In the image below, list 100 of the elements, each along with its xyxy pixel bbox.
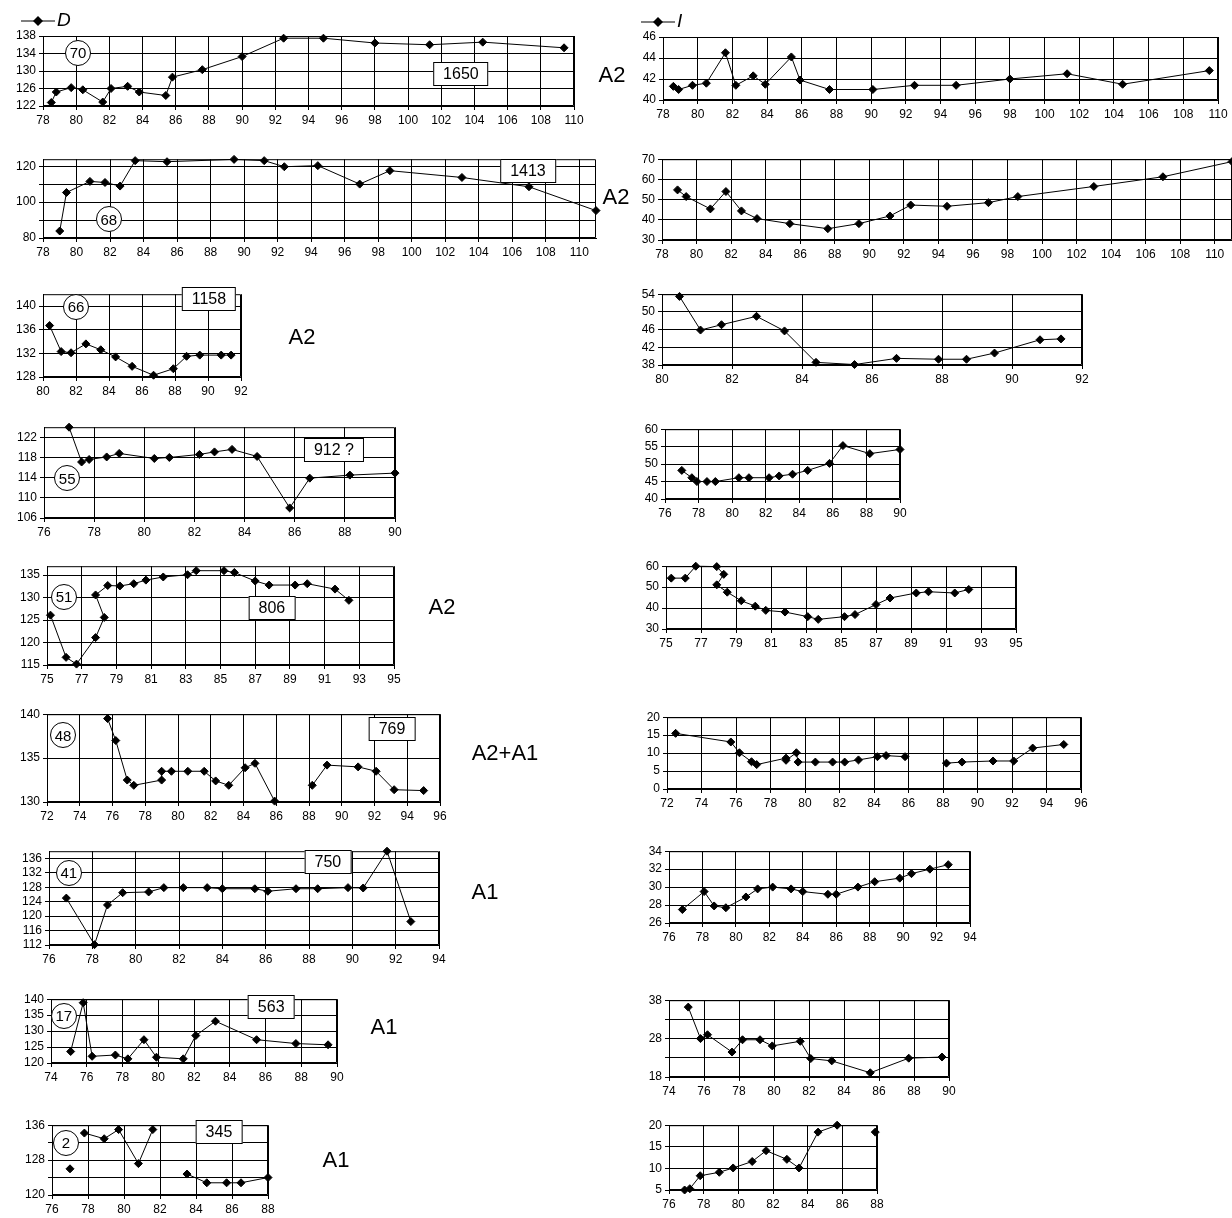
x-tick-label: 98: [368, 112, 382, 127]
x-tick-label: 84: [136, 244, 151, 259]
y-tick-label: 60: [645, 558, 660, 573]
x-tick-label: 76: [697, 1083, 711, 1098]
x-tick-label: 78: [655, 246, 669, 261]
x-tick-label: 75: [659, 635, 673, 650]
annotation: 750: [304, 849, 352, 874]
y-tick-label: 100: [15, 194, 37, 209]
x-tick-label: 78: [81, 1201, 95, 1216]
y-tick-label: 140: [19, 706, 41, 721]
x-tick-label: 108: [530, 112, 552, 127]
x-tick-label: 96: [337, 244, 352, 259]
x-tick-label: 82: [187, 524, 202, 539]
x-tick-label: 89: [283, 671, 297, 686]
x-tick-label: 94: [400, 808, 415, 823]
y-tick-label: 50: [641, 304, 656, 319]
text: A1: [322, 1147, 350, 1172]
text: A1: [370, 1014, 398, 1039]
y-tick-label: 15: [648, 1139, 663, 1154]
y-tick-label: 40: [644, 491, 659, 506]
y-tick-label: 30: [645, 621, 660, 636]
x-tick-label: 104: [464, 112, 485, 127]
y-tick-label: 120: [21, 908, 43, 923]
x-tick-label: 86: [258, 1069, 273, 1084]
x-tick-label: 80: [798, 795, 812, 810]
x-tick-label: 76: [45, 1201, 59, 1216]
x-tick-label: 110: [1205, 246, 1225, 261]
y-tick-label: 50: [641, 191, 656, 206]
y-tick-label: 18: [648, 1069, 663, 1084]
x-tick-label: 90: [237, 244, 252, 259]
x-tick-label: 78: [691, 505, 706, 520]
x-tick-label: 86: [901, 795, 916, 810]
y-tick-label: 42: [641, 339, 656, 354]
annotation: 769: [368, 717, 416, 742]
x-tick-label: 88: [828, 246, 842, 261]
x-tick-label: 102: [1066, 246, 1087, 261]
y-tick-label: 118: [17, 449, 38, 464]
x-tick-label: 79: [729, 635, 743, 650]
x-tick-label: 74: [662, 1083, 676, 1098]
x-tick-label: 86: [872, 1083, 886, 1098]
x-tick-label: 84: [792, 505, 807, 520]
x-tick-label: 80: [767, 1083, 781, 1098]
x-tick-label: 88: [202, 112, 216, 127]
x-tick-label: 96: [335, 112, 349, 127]
x-tick-label: 102: [1069, 106, 1090, 121]
x-tick-label: 80: [731, 1196, 746, 1211]
x-tick-label: 90: [201, 383, 215, 398]
y-tick-label: 130: [19, 794, 41, 809]
x-tick-label: 78: [36, 244, 50, 259]
annotation: 17: [50, 1002, 77, 1029]
x-tick-label: 104: [1101, 246, 1122, 261]
y-tick-label: 5: [653, 763, 661, 778]
y-tick-label: 42: [642, 71, 657, 86]
x-tick-label: 88: [168, 383, 182, 398]
x-tick-label: 82: [832, 795, 847, 810]
x-tick-label: 86: [258, 951, 273, 966]
x-tick-label: 98: [1000, 246, 1015, 261]
annotation: 51: [51, 583, 77, 610]
x-tick-label: 80: [151, 1069, 166, 1084]
x-tick-label: 95: [1009, 635, 1023, 650]
x-tick-label: 78: [656, 106, 670, 121]
y-tick-label: 55: [644, 438, 659, 453]
x-tick-label: 86: [793, 246, 808, 261]
x-tick-label: 94: [304, 244, 319, 259]
x-tick-label: 81: [144, 671, 159, 686]
x-tick-label: 88: [862, 929, 877, 944]
text: A1: [471, 879, 499, 904]
x-tick-label: 84: [795, 371, 809, 386]
x-tick-label: 77: [694, 635, 708, 650]
x-tick-label: 91: [317, 671, 332, 686]
x-tick-label: 86: [795, 106, 809, 121]
x-tick-label: 90: [862, 246, 877, 261]
x-tick-label: 106: [1138, 106, 1159, 121]
x-tick-label: 94: [933, 106, 948, 121]
text: A2+A1: [471, 740, 539, 765]
x-tick-label: 80: [69, 112, 84, 127]
x-tick-label: 84: [796, 929, 810, 944]
x-tick-label: 94: [1039, 795, 1054, 810]
annotation: 2: [53, 1129, 80, 1156]
y-tick-label: 0: [653, 781, 661, 796]
annotation: 66: [63, 293, 90, 320]
x-tick-label: 80: [128, 951, 143, 966]
y-tick-label: 110: [17, 490, 38, 505]
legend-label: D: [57, 9, 71, 31]
x-tick-label: 100: [1031, 246, 1053, 261]
x-tick-label: 75: [40, 671, 54, 686]
x-tick-label: 88: [907, 1083, 921, 1098]
y-tick-label: 124: [21, 894, 43, 909]
y-tick-label: 44: [642, 50, 657, 65]
x-tick-label: 80: [725, 505, 740, 520]
y-tick-label: 5: [655, 1182, 663, 1197]
y-tick-label: 60: [644, 421, 659, 436]
annotation: 912 ?: [303, 437, 364, 462]
x-tick-label: 106: [497, 112, 518, 127]
x-tick-label: 90: [235, 112, 250, 127]
x-tick-label: 87: [869, 635, 883, 650]
y-tick-label: 40: [645, 600, 660, 615]
x-tick-label: 90: [1005, 371, 1019, 386]
x-tick-label: 84: [800, 1196, 815, 1211]
y-tick-label: 135: [19, 567, 41, 582]
